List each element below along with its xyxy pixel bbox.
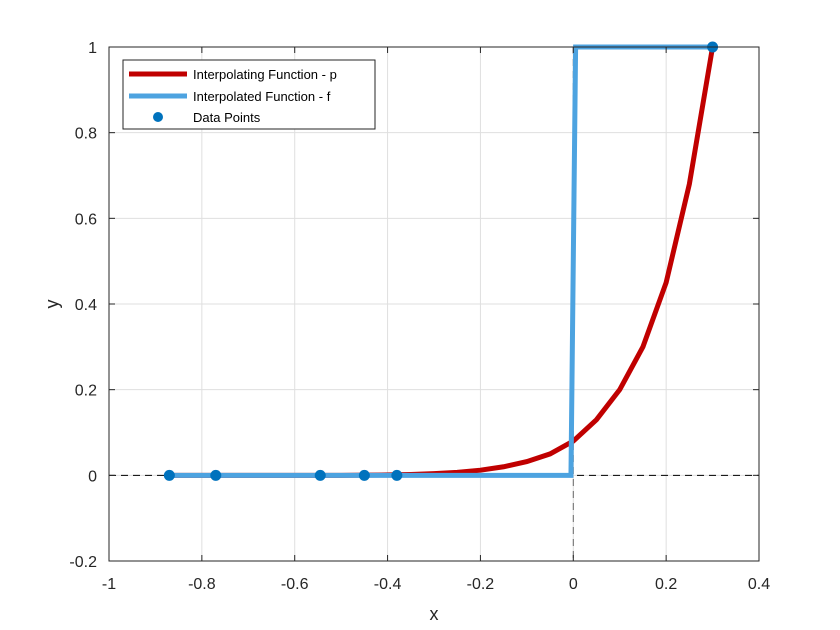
x-tick-label: -0.2 bbox=[467, 576, 495, 593]
x-tick-label: 0 bbox=[569, 576, 578, 593]
x-tick-label: -0.6 bbox=[281, 576, 309, 593]
data-point bbox=[358, 469, 370, 481]
legend-label-p: Interpolating Function - p bbox=[193, 67, 337, 82]
y-tick-labels: -0.2 0 0.2 0.4 0.6 0.8 1 bbox=[69, 40, 97, 571]
x-tick-label: 0.2 bbox=[655, 576, 677, 593]
legend-swatch-data-points bbox=[153, 112, 163, 122]
y-tick-label: 1 bbox=[88, 40, 97, 57]
y-tick-label: 0 bbox=[88, 468, 97, 485]
tick-marks bbox=[108, 46, 760, 562]
x-tick-label: -0.8 bbox=[188, 576, 216, 593]
x-tick-label: -0.4 bbox=[374, 576, 402, 593]
data-point bbox=[163, 469, 175, 481]
x-tick-labels: -1 -0.8 -0.6 -0.4 -0.2 0 0.2 0.4 bbox=[102, 576, 770, 593]
x-tick-label: -1 bbox=[102, 576, 116, 593]
y-tick-label: 0.4 bbox=[75, 297, 97, 314]
y-axis-label: y bbox=[42, 300, 62, 309]
data-point bbox=[391, 469, 403, 481]
legend: Interpolating Function - p Interpolated … bbox=[122, 59, 376, 130]
legend-label-data-points: Data Points bbox=[193, 110, 261, 125]
x-tick-label: 0.4 bbox=[748, 576, 770, 593]
data-point bbox=[314, 469, 326, 481]
y-tick-label: 0.8 bbox=[75, 126, 97, 143]
y-tick-label: 0.2 bbox=[75, 383, 97, 400]
x-axis-label: x bbox=[430, 604, 439, 624]
y-tick-label: 0.6 bbox=[75, 211, 97, 228]
legend-label-f: Interpolated Function - f bbox=[193, 89, 331, 104]
y-tick-label: -0.2 bbox=[69, 554, 97, 571]
data-point bbox=[210, 469, 222, 481]
